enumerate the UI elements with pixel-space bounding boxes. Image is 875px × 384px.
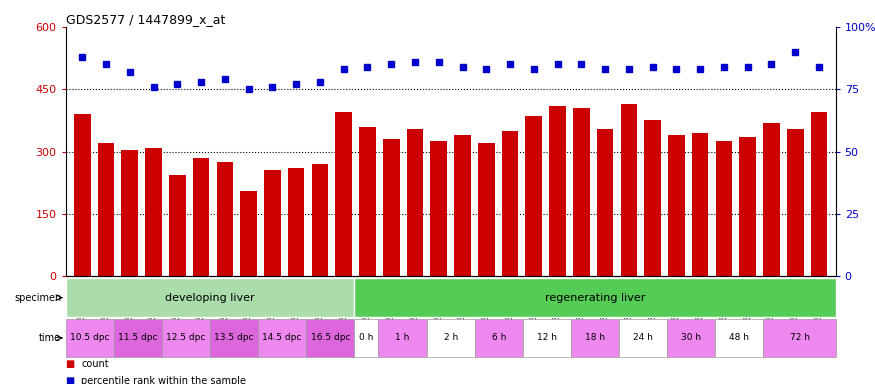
Text: 2 h: 2 h xyxy=(444,333,458,343)
Text: 24 h: 24 h xyxy=(634,333,653,343)
Text: specimen: specimen xyxy=(14,293,61,303)
Bar xyxy=(407,129,423,276)
Bar xyxy=(430,141,447,276)
Bar xyxy=(383,139,400,276)
Bar xyxy=(258,319,306,357)
Bar xyxy=(312,164,328,276)
Bar xyxy=(478,143,494,276)
Text: 11.5 dpc: 11.5 dpc xyxy=(118,333,158,343)
Bar xyxy=(501,131,518,276)
Text: regenerating liver: regenerating liver xyxy=(545,293,645,303)
Bar xyxy=(475,319,523,357)
Bar xyxy=(359,127,375,276)
Bar xyxy=(145,148,162,276)
Bar xyxy=(210,319,258,357)
Bar xyxy=(354,319,379,357)
Bar xyxy=(716,141,732,276)
Bar xyxy=(192,158,209,276)
Text: 14.5 dpc: 14.5 dpc xyxy=(262,333,302,343)
Bar xyxy=(692,133,709,276)
Bar xyxy=(114,319,162,357)
Text: 18 h: 18 h xyxy=(585,333,605,343)
Text: 10.5 dpc: 10.5 dpc xyxy=(70,333,109,343)
Text: 1 h: 1 h xyxy=(396,333,410,343)
Text: GDS2577 / 1447899_x_at: GDS2577 / 1447899_x_at xyxy=(66,13,225,26)
Bar xyxy=(573,108,590,276)
Bar xyxy=(66,319,114,357)
Bar xyxy=(550,106,566,276)
Bar xyxy=(620,319,668,357)
Bar xyxy=(354,278,836,317)
Text: ■: ■ xyxy=(66,376,75,384)
Text: developing liver: developing liver xyxy=(165,293,255,303)
Text: 6 h: 6 h xyxy=(492,333,506,343)
Text: 13.5 dpc: 13.5 dpc xyxy=(214,333,254,343)
Bar xyxy=(597,129,613,276)
Bar xyxy=(620,104,637,276)
Bar xyxy=(668,319,716,357)
Bar xyxy=(241,191,257,276)
Bar xyxy=(571,319,620,357)
Bar xyxy=(66,278,354,317)
Text: time: time xyxy=(39,333,61,343)
Text: 0 h: 0 h xyxy=(360,333,374,343)
Text: count: count xyxy=(81,359,109,369)
Bar xyxy=(427,319,475,357)
Bar xyxy=(454,135,471,276)
Bar xyxy=(264,170,281,276)
Bar xyxy=(216,162,233,276)
Bar xyxy=(763,319,836,357)
Bar xyxy=(763,122,780,276)
Bar xyxy=(668,135,685,276)
Bar xyxy=(810,112,827,276)
Bar xyxy=(787,129,803,276)
Bar xyxy=(644,121,661,276)
Bar xyxy=(526,116,542,276)
Bar xyxy=(74,114,91,276)
Bar xyxy=(306,319,354,357)
Text: ■: ■ xyxy=(66,359,75,369)
Text: 48 h: 48 h xyxy=(730,333,749,343)
Bar xyxy=(288,168,304,276)
Bar xyxy=(523,319,571,357)
Bar xyxy=(122,150,138,276)
Bar xyxy=(739,137,756,276)
Text: 30 h: 30 h xyxy=(682,333,702,343)
Text: 16.5 dpc: 16.5 dpc xyxy=(311,333,350,343)
Bar xyxy=(98,143,115,276)
Text: percentile rank within the sample: percentile rank within the sample xyxy=(81,376,247,384)
Text: 12.5 dpc: 12.5 dpc xyxy=(166,333,206,343)
Bar xyxy=(169,175,186,276)
Text: 72 h: 72 h xyxy=(789,333,809,343)
Bar xyxy=(716,319,763,357)
Text: 12 h: 12 h xyxy=(537,333,556,343)
Bar xyxy=(335,112,352,276)
Bar xyxy=(379,319,427,357)
Bar xyxy=(162,319,210,357)
